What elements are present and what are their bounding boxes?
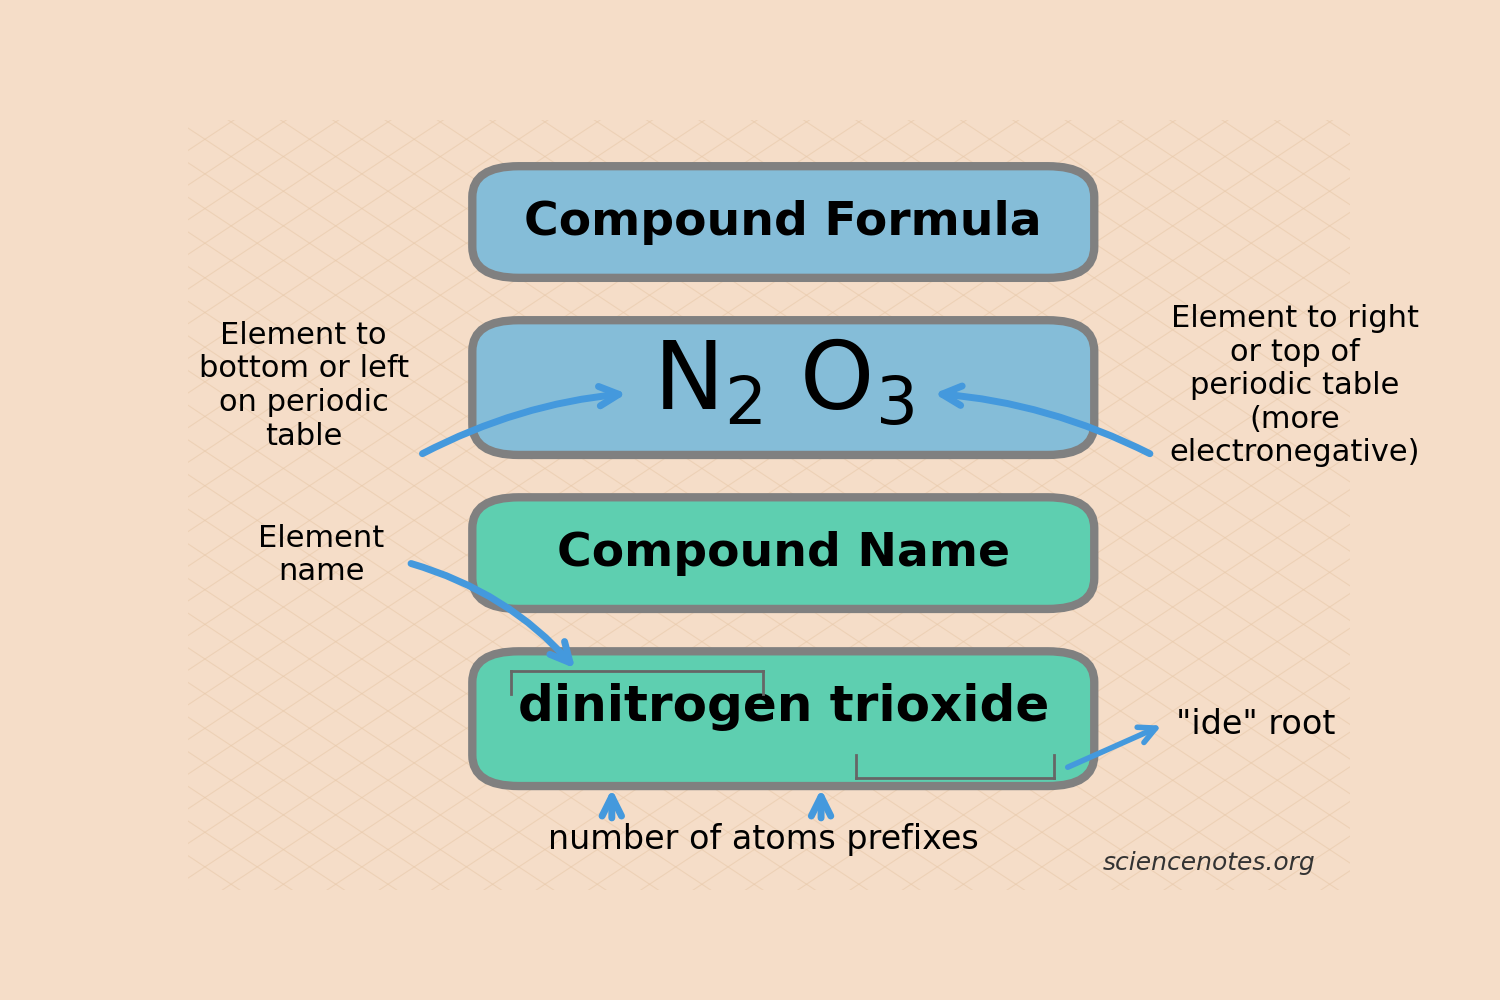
Text: Element to right
or top of
periodic table
(more
electronegative): Element to right or top of periodic tabl…: [1170, 304, 1420, 467]
FancyBboxPatch shape: [472, 651, 1094, 786]
Text: $\mathsf{N_2\ O_3}$: $\mathsf{N_2\ O_3}$: [652, 338, 914, 430]
Text: Element
name: Element name: [258, 524, 384, 586]
Text: number of atoms prefixes: number of atoms prefixes: [548, 823, 978, 856]
Text: "ide" root: "ide" root: [1176, 708, 1335, 741]
Text: sciencenotes.org: sciencenotes.org: [1102, 851, 1316, 875]
Text: Compound Name: Compound Name: [556, 531, 1010, 576]
FancyBboxPatch shape: [472, 320, 1094, 455]
FancyBboxPatch shape: [472, 166, 1094, 278]
Text: Element to
bottom or left
on periodic
table: Element to bottom or left on periodic ta…: [198, 321, 410, 451]
Text: dinitrogen trioxide: dinitrogen trioxide: [518, 683, 1048, 731]
Text: Compound Formula: Compound Formula: [525, 200, 1042, 245]
FancyBboxPatch shape: [472, 497, 1094, 609]
